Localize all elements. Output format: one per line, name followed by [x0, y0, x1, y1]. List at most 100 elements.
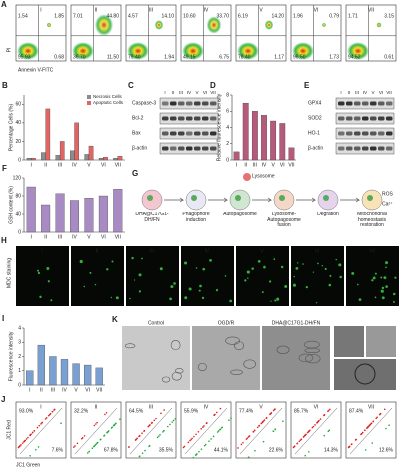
fluorescent-dot	[381, 286, 385, 290]
event-dot	[208, 440, 210, 442]
event-dot	[274, 428, 276, 431]
organelle	[171, 371, 182, 381]
event-dot	[25, 438, 28, 440]
fluorescent-dot	[381, 296, 385, 300]
blot-band	[178, 101, 185, 106]
plot-label: VI	[314, 404, 319, 410]
organelle	[161, 376, 171, 383]
step-label-box: DHA@C17G1-DH/FN	[135, 212, 168, 222]
plot-label: IV	[204, 404, 209, 410]
quadrant-value: 3.15	[384, 13, 394, 19]
micrograph	[291, 246, 344, 306]
gate-value: 14.3%	[324, 447, 339, 453]
fluorescent-dot	[385, 285, 388, 288]
x-tick-label: III	[58, 234, 62, 240]
quadrant-value: 14.10	[161, 13, 174, 19]
bar	[70, 200, 79, 233]
fluorescent-dot	[261, 291, 264, 294]
fluorescent-dot	[247, 277, 249, 279]
event-dot	[298, 440, 301, 443]
plot-label: V	[259, 404, 263, 410]
blot-band	[194, 116, 201, 121]
quadrant-value: 1.54	[18, 13, 28, 19]
cell-population	[127, 42, 149, 60]
blot-band	[210, 101, 217, 106]
plot-label: III	[149, 404, 153, 410]
blot-band	[194, 146, 201, 151]
organelle	[354, 363, 376, 385]
event-dot	[88, 450, 90, 453]
event-dot	[147, 425, 150, 428]
bar	[251, 111, 258, 161]
plot-label: VI	[314, 7, 319, 13]
fluorescent-dot	[94, 283, 97, 286]
x-tick-label: III	[51, 387, 55, 393]
flow-plot	[125, 401, 177, 459]
organelle	[170, 340, 181, 351]
event-dot	[273, 408, 276, 411]
organelle	[225, 336, 240, 345]
event-dot	[192, 456, 195, 459]
cell-population	[321, 22, 327, 28]
plot-label: V	[259, 7, 263, 13]
axis-label: JC1 Red	[6, 420, 12, 440]
gate-value: 85.7%	[294, 408, 309, 414]
fluorescent-dot	[380, 276, 383, 279]
gate-value: 67.8%	[104, 447, 119, 453]
event-dot	[200, 448, 203, 450]
lane-label: III	[355, 90, 359, 95]
tile-label: DHA@C17G1-DH/FN	[272, 320, 321, 326]
fluorescent-dot	[138, 273, 142, 277]
event-dot	[45, 417, 48, 419]
fluorescent-dot	[246, 270, 250, 274]
organelle	[276, 345, 290, 355]
lane-label: VII	[210, 90, 216, 95]
event-dot	[221, 426, 223, 429]
fluorescent-dot	[37, 269, 40, 272]
fluorescent-dot	[169, 297, 172, 301]
schematic-icon	[243, 173, 251, 181]
event-dot	[74, 445, 76, 447]
y-tick-label: 8	[226, 92, 229, 98]
blot-band	[354, 146, 361, 151]
event-dot	[128, 446, 130, 448]
y-tick-label: 1	[18, 368, 21, 374]
event-dot	[308, 451, 310, 453]
side-label: MDC staining	[6, 258, 12, 288]
tile-label: Control	[148, 320, 164, 326]
quadrant-value: 44.80	[106, 13, 119, 19]
cell-population	[72, 42, 94, 60]
lane-label: I	[164, 90, 165, 95]
tem-image	[122, 326, 190, 390]
step-label-box: Mitochondrial homeostasis restoration	[357, 212, 387, 228]
fluorescent-dot	[159, 267, 163, 271]
y-tick-label: 0	[18, 157, 21, 163]
blot-band	[162, 101, 169, 106]
legend-swatch	[87, 95, 91, 99]
event-dot	[378, 413, 381, 416]
arrow	[164, 197, 185, 203]
protein-label: β-actin	[308, 145, 323, 151]
blot-band	[178, 131, 185, 136]
event-dot	[190, 438, 192, 441]
fluorescent-dot	[106, 268, 109, 271]
tem-zoom	[366, 326, 396, 357]
event-dot	[370, 422, 373, 425]
event-dot	[300, 438, 303, 441]
fluorescent-dot	[383, 276, 387, 280]
blot-band	[362, 101, 369, 106]
organelle	[124, 343, 136, 349]
blot-band	[210, 146, 217, 151]
schematic-icon	[191, 195, 197, 201]
fluorescent-dot	[89, 271, 92, 274]
event-dot	[202, 426, 204, 428]
bar	[233, 151, 240, 161]
fluorescent-dot	[46, 266, 50, 271]
gate-line	[129, 407, 173, 455]
fluorescent-dot	[297, 262, 299, 264]
event-dot	[114, 423, 117, 425]
quadrant-value: 1.96	[293, 13, 303, 19]
fluorescent-dot	[276, 297, 280, 301]
event-dot	[44, 418, 47, 420]
fluorescent-dot	[305, 285, 308, 289]
